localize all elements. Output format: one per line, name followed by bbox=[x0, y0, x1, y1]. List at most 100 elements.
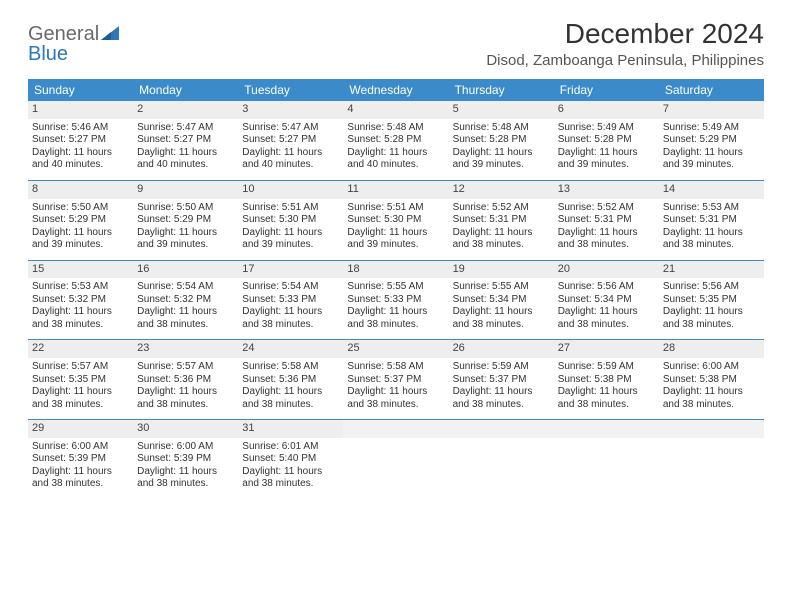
daylight-text: Daylight: 11 hours and 38 minutes. bbox=[242, 306, 339, 331]
day-header: Thursday bbox=[449, 79, 554, 101]
day-number: 15 bbox=[28, 261, 133, 279]
day-header: Friday bbox=[554, 79, 659, 101]
day-number: 28 bbox=[659, 340, 764, 358]
daylight-text: Daylight: 11 hours and 38 minutes. bbox=[242, 466, 339, 491]
daylight-text: Daylight: 11 hours and 39 minutes. bbox=[663, 147, 760, 172]
day-body: Sunrise: 5:57 AMSunset: 5:36 PMDaylight:… bbox=[133, 358, 238, 419]
day-number: 27 bbox=[554, 340, 659, 358]
sunrise-text: Sunrise: 6:00 AM bbox=[663, 361, 760, 374]
day-body: Sunrise: 5:48 AMSunset: 5:28 PMDaylight:… bbox=[449, 119, 554, 180]
sunrise-text: Sunrise: 5:50 AM bbox=[137, 202, 234, 215]
daylight-text: Daylight: 11 hours and 38 minutes. bbox=[347, 386, 444, 411]
sunset-text: Sunset: 5:38 PM bbox=[558, 374, 655, 387]
daylight-text: Daylight: 11 hours and 38 minutes. bbox=[453, 306, 550, 331]
sunset-text: Sunset: 5:28 PM bbox=[347, 134, 444, 147]
sunrise-text: Sunrise: 5:59 AM bbox=[558, 361, 655, 374]
day-number: 30 bbox=[133, 420, 238, 438]
day-cell: 28Sunrise: 6:00 AMSunset: 5:38 PMDayligh… bbox=[659, 340, 764, 419]
sunrise-text: Sunrise: 5:54 AM bbox=[242, 281, 339, 294]
day-number: 8 bbox=[28, 181, 133, 199]
daylight-text: Daylight: 11 hours and 40 minutes. bbox=[137, 147, 234, 172]
brand-logo: General Blue bbox=[28, 18, 119, 64]
daylight-text: Daylight: 11 hours and 38 minutes. bbox=[32, 386, 129, 411]
day-cell bbox=[449, 420, 554, 499]
day-number: 29 bbox=[28, 420, 133, 438]
day-cell: 27Sunrise: 5:59 AMSunset: 5:38 PMDayligh… bbox=[554, 340, 659, 419]
day-cell: 20Sunrise: 5:56 AMSunset: 5:34 PMDayligh… bbox=[554, 261, 659, 340]
day-number: 20 bbox=[554, 261, 659, 279]
day-number bbox=[343, 420, 448, 438]
day-body: Sunrise: 5:53 AMSunset: 5:31 PMDaylight:… bbox=[659, 199, 764, 260]
sunset-text: Sunset: 5:29 PM bbox=[137, 214, 234, 227]
sunrise-text: Sunrise: 6:00 AM bbox=[32, 441, 129, 454]
day-cell: 19Sunrise: 5:55 AMSunset: 5:34 PMDayligh… bbox=[449, 261, 554, 340]
day-body: Sunrise: 5:54 AMSunset: 5:32 PMDaylight:… bbox=[133, 278, 238, 339]
sunset-text: Sunset: 5:33 PM bbox=[347, 294, 444, 307]
daylight-text: Daylight: 11 hours and 39 minutes. bbox=[137, 227, 234, 252]
day-cell: 22Sunrise: 5:57 AMSunset: 5:35 PMDayligh… bbox=[28, 340, 133, 419]
day-cell bbox=[554, 420, 659, 499]
sunrise-text: Sunrise: 5:49 AM bbox=[663, 122, 760, 135]
header: General Blue December 2024 Disod, Zamboa… bbox=[28, 18, 764, 69]
daylight-text: Daylight: 11 hours and 38 minutes. bbox=[663, 386, 760, 411]
week-row: 15Sunrise: 5:53 AMSunset: 5:32 PMDayligh… bbox=[28, 260, 764, 340]
sunrise-text: Sunrise: 5:57 AM bbox=[137, 361, 234, 374]
sunset-text: Sunset: 5:36 PM bbox=[137, 374, 234, 387]
sunset-text: Sunset: 5:27 PM bbox=[32, 134, 129, 147]
daylight-text: Daylight: 11 hours and 38 minutes. bbox=[663, 227, 760, 252]
sunset-text: Sunset: 5:27 PM bbox=[137, 134, 234, 147]
sunset-text: Sunset: 5:38 PM bbox=[663, 374, 760, 387]
sunrise-text: Sunrise: 5:47 AM bbox=[242, 122, 339, 135]
day-cell: 5Sunrise: 5:48 AMSunset: 5:28 PMDaylight… bbox=[449, 101, 554, 180]
day-body: Sunrise: 6:00 AMSunset: 5:38 PMDaylight:… bbox=[659, 358, 764, 419]
sunrise-text: Sunrise: 5:50 AM bbox=[32, 202, 129, 215]
day-cell: 1Sunrise: 5:46 AMSunset: 5:27 PMDaylight… bbox=[28, 101, 133, 180]
daylight-text: Daylight: 11 hours and 38 minutes. bbox=[32, 306, 129, 331]
day-cell: 10Sunrise: 5:51 AMSunset: 5:30 PMDayligh… bbox=[238, 181, 343, 260]
daylight-text: Daylight: 11 hours and 38 minutes. bbox=[663, 306, 760, 331]
brand-word-2: Blue bbox=[28, 43, 68, 65]
day-body: Sunrise: 5:55 AMSunset: 5:33 PMDaylight:… bbox=[343, 278, 448, 339]
day-header-row: Sunday Monday Tuesday Wednesday Thursday… bbox=[28, 79, 764, 101]
day-body: Sunrise: 5:47 AMSunset: 5:27 PMDaylight:… bbox=[133, 119, 238, 180]
day-cell: 6Sunrise: 5:49 AMSunset: 5:28 PMDaylight… bbox=[554, 101, 659, 180]
day-number: 23 bbox=[133, 340, 238, 358]
sunset-text: Sunset: 5:30 PM bbox=[347, 214, 444, 227]
day-cell: 30Sunrise: 6:00 AMSunset: 5:39 PMDayligh… bbox=[133, 420, 238, 499]
day-body: Sunrise: 5:50 AMSunset: 5:29 PMDaylight:… bbox=[133, 199, 238, 260]
sunset-text: Sunset: 5:34 PM bbox=[453, 294, 550, 307]
day-cell: 13Sunrise: 5:52 AMSunset: 5:31 PMDayligh… bbox=[554, 181, 659, 260]
sunrise-text: Sunrise: 5:47 AM bbox=[137, 122, 234, 135]
sunset-text: Sunset: 5:28 PM bbox=[453, 134, 550, 147]
day-cell: 15Sunrise: 5:53 AMSunset: 5:32 PMDayligh… bbox=[28, 261, 133, 340]
daylight-text: Daylight: 11 hours and 38 minutes. bbox=[558, 227, 655, 252]
daylight-text: Daylight: 11 hours and 38 minutes. bbox=[453, 386, 550, 411]
day-body: Sunrise: 5:53 AMSunset: 5:32 PMDaylight:… bbox=[28, 278, 133, 339]
sunrise-text: Sunrise: 5:56 AM bbox=[558, 281, 655, 294]
brand-text: General Blue bbox=[28, 24, 119, 64]
day-number: 12 bbox=[449, 181, 554, 199]
day-cell: 4Sunrise: 5:48 AMSunset: 5:28 PMDaylight… bbox=[343, 101, 448, 180]
day-cell: 23Sunrise: 5:57 AMSunset: 5:36 PMDayligh… bbox=[133, 340, 238, 419]
week-row: 29Sunrise: 6:00 AMSunset: 5:39 PMDayligh… bbox=[28, 419, 764, 499]
day-body: Sunrise: 5:58 AMSunset: 5:37 PMDaylight:… bbox=[343, 358, 448, 419]
day-number bbox=[554, 420, 659, 438]
sunrise-text: Sunrise: 5:58 AM bbox=[242, 361, 339, 374]
sunset-text: Sunset: 5:30 PM bbox=[242, 214, 339, 227]
sunrise-text: Sunrise: 5:58 AM bbox=[347, 361, 444, 374]
day-cell: 29Sunrise: 6:00 AMSunset: 5:39 PMDayligh… bbox=[28, 420, 133, 499]
sunset-text: Sunset: 5:32 PM bbox=[32, 294, 129, 307]
day-header: Monday bbox=[133, 79, 238, 101]
sunrise-text: Sunrise: 5:57 AM bbox=[32, 361, 129, 374]
day-number: 31 bbox=[238, 420, 343, 438]
day-cell: 11Sunrise: 5:51 AMSunset: 5:30 PMDayligh… bbox=[343, 181, 448, 260]
day-cell: 9Sunrise: 5:50 AMSunset: 5:29 PMDaylight… bbox=[133, 181, 238, 260]
sunrise-text: Sunrise: 6:00 AM bbox=[137, 441, 234, 454]
sunrise-text: Sunrise: 5:55 AM bbox=[453, 281, 550, 294]
calendar-page: General Blue December 2024 Disod, Zamboa… bbox=[0, 0, 792, 517]
day-number bbox=[449, 420, 554, 438]
day-body: Sunrise: 5:56 AMSunset: 5:34 PMDaylight:… bbox=[554, 278, 659, 339]
daylight-text: Daylight: 11 hours and 39 minutes. bbox=[347, 227, 444, 252]
day-body: Sunrise: 5:52 AMSunset: 5:31 PMDaylight:… bbox=[449, 199, 554, 260]
sunrise-text: Sunrise: 5:51 AM bbox=[347, 202, 444, 215]
